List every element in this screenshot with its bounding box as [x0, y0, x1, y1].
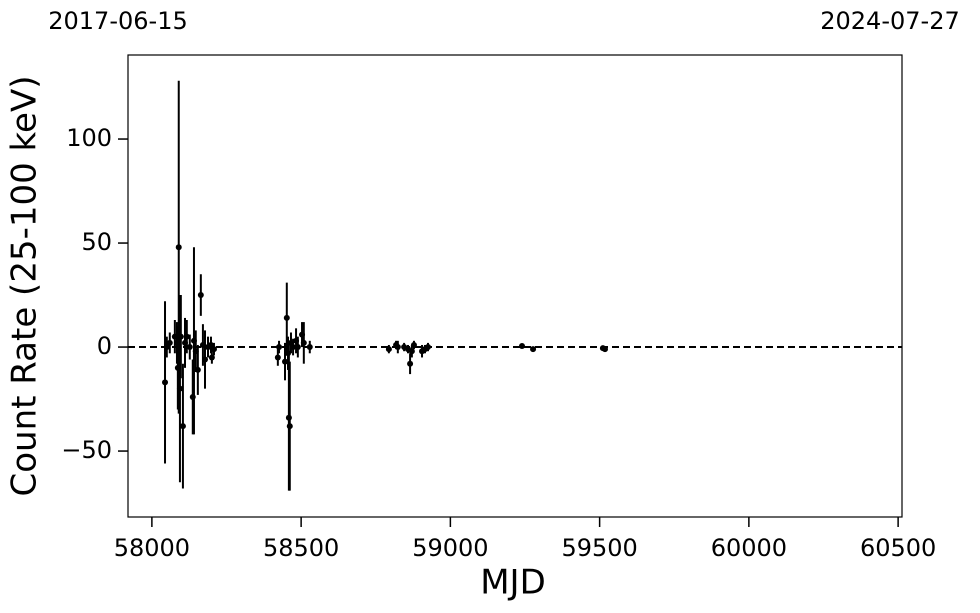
data-point	[385, 346, 392, 353]
x-tick-label: 58500	[263, 534, 339, 562]
data-point	[407, 360, 414, 367]
data-point	[530, 346, 537, 353]
data-point	[276, 344, 283, 351]
data-point	[179, 423, 186, 430]
data-point	[183, 333, 190, 340]
x-tick-label: 59500	[561, 534, 637, 562]
top-label: 2017-06-15	[48, 7, 187, 35]
data-point	[175, 244, 182, 251]
data-point	[176, 385, 183, 392]
data-point	[207, 341, 214, 348]
data-point	[394, 344, 401, 351]
data-point	[197, 292, 204, 299]
data-point	[424, 344, 431, 351]
data-point	[177, 333, 184, 340]
data-point	[408, 348, 415, 355]
data-point	[166, 339, 173, 346]
data-point	[519, 343, 526, 350]
y-axis-label: Count Rate (25-100 keV)	[5, 76, 45, 497]
y-tick-label: 0	[97, 332, 112, 360]
data-point	[306, 344, 313, 351]
x-tick-label: 60500	[860, 534, 936, 562]
data-point	[282, 358, 289, 365]
data-point	[410, 341, 417, 348]
data-point	[283, 314, 290, 321]
data-point	[300, 339, 307, 346]
x-tick-label: 59000	[412, 534, 488, 562]
data-point	[601, 346, 608, 353]
data-point	[286, 423, 293, 430]
data-point	[210, 346, 217, 353]
x-tick-label: 60000	[711, 534, 787, 562]
x-axis-label: MJD	[480, 563, 546, 603]
data-point	[290, 344, 297, 351]
y-tick-label: 50	[81, 228, 112, 256]
data-point	[194, 366, 201, 373]
data-point	[162, 379, 169, 386]
data-point	[208, 354, 215, 361]
plot-frame	[127, 54, 903, 518]
data-point	[294, 344, 301, 351]
top-label: 2024-07-27	[820, 7, 959, 35]
data-point	[186, 344, 193, 351]
data-point	[202, 356, 209, 363]
data-point	[163, 344, 170, 351]
data-point	[274, 354, 281, 361]
x-tick-label: 58000	[114, 534, 190, 562]
y-tick-label: −50	[61, 436, 112, 464]
y-tick-label: 100	[66, 124, 112, 152]
